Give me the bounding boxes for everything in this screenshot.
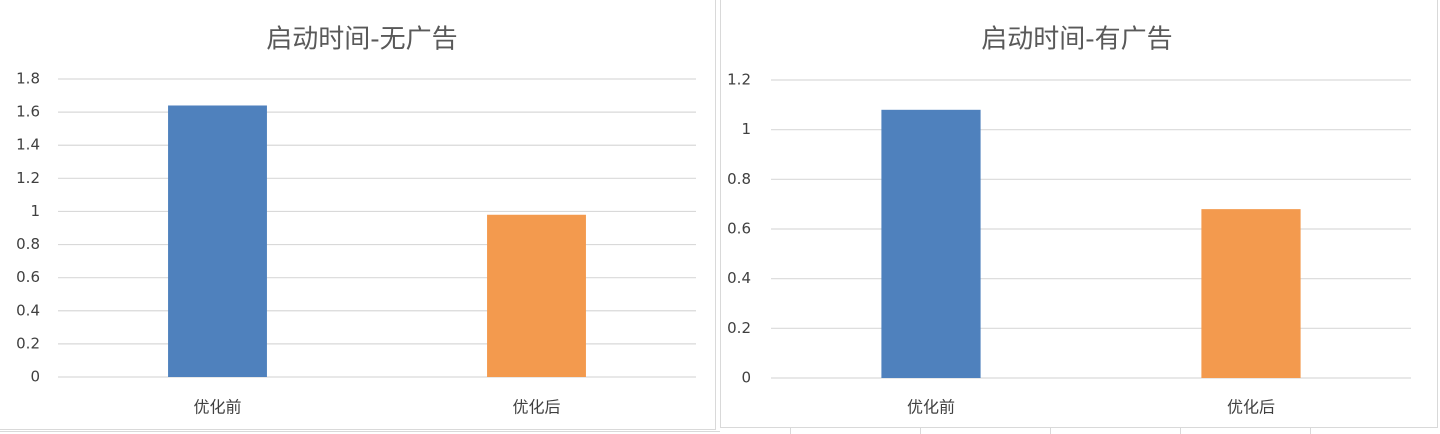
bar-before — [168, 105, 267, 377]
y-tick-label: 0.2 — [727, 319, 751, 337]
y-tick-label: 0.4 — [16, 301, 40, 319]
x-category-label: 优化后 — [1227, 398, 1275, 417]
y-tick-label: 1 — [30, 202, 40, 220]
sheet-gridline — [0, 431, 720, 432]
y-tick-label: 1.4 — [16, 136, 40, 154]
y-tick-label: 0.8 — [16, 235, 40, 253]
chart-title: 启动时间-无广告 — [266, 25, 457, 55]
sheet-cell-divider — [920, 428, 921, 434]
y-tick-label: 0.6 — [727, 220, 751, 238]
bar-before — [881, 109, 981, 379]
y-tick-label: 1 — [741, 120, 751, 138]
sheet-cell-divider — [1050, 428, 1051, 434]
bar-after — [1201, 209, 1301, 378]
chart-panel-no-ads: 启动时间-无广告 0 0.2 0.4 0.6 0.8 1 1.2 1.4 1.6 1.8 优化前 优化后 — [0, 0, 716, 430]
x-category-label: 优化前 — [193, 398, 241, 417]
y-tick-label: 1.8 — [16, 70, 40, 88]
chart-no-ads-svg: 启动时间-无广告 0 0.2 0.4 0.6 0.8 1 1.2 1.4 1.6 1.8 优化前 优化后 — [16, 25, 696, 417]
y-tick-label: 0 — [741, 369, 751, 387]
bar-after — [487, 214, 586, 377]
x-category-label: 优化前 — [907, 398, 955, 417]
y-tick-label: 1.2 — [727, 71, 751, 89]
chart-title: 启动时间-有广告 — [981, 25, 1172, 55]
y-tick-label: 1.2 — [16, 169, 40, 187]
chart-with-ads-svg: 启动时间-有广告 0 0.2 0.4 0.6 0.8 1 1.2 优化前 优化后 — [727, 25, 1411, 417]
sheet-cell-divider — [1310, 428, 1311, 434]
sheet-cell-divider — [1180, 428, 1181, 434]
y-tick-label: 0.2 — [16, 334, 40, 352]
sheet-cell-divider — [790, 428, 791, 434]
y-tick-label: 0.6 — [16, 268, 40, 286]
y-tick-label: 0.4 — [727, 269, 751, 287]
chart-panel-with-ads: 启动时间-有广告 0 0.2 0.4 0.6 0.8 1 1.2 优化前 优化后 — [720, 0, 1438, 428]
x-category-label: 优化后 — [512, 398, 560, 417]
y-tick-label: 1.6 — [16, 103, 40, 121]
y-tick-label: 0.8 — [727, 170, 751, 188]
y-tick-label: 0 — [30, 368, 40, 386]
